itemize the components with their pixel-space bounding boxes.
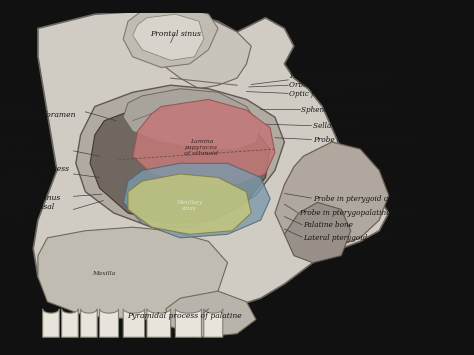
Polygon shape <box>76 85 284 227</box>
Polygon shape <box>284 202 351 263</box>
Polygon shape <box>33 11 389 320</box>
Polygon shape <box>81 309 97 337</box>
Text: Palatine bone: Palatine bone <box>303 222 353 229</box>
Text: Pyramidal process of palatine: Pyramidal process of palatine <box>128 312 242 320</box>
Polygon shape <box>62 309 78 337</box>
Text: Optic foramen: Optic foramen <box>289 90 342 98</box>
Text: Uncinate process
of ethmoid: Uncinate process of ethmoid <box>2 165 69 182</box>
Polygon shape <box>133 99 275 185</box>
Polygon shape <box>147 309 171 337</box>
Polygon shape <box>275 142 389 248</box>
Text: Fossa for
lacrimal sac: Fossa for lacrimal sac <box>2 141 49 158</box>
Polygon shape <box>43 309 59 337</box>
Polygon shape <box>133 14 204 60</box>
Polygon shape <box>123 309 145 337</box>
Text: Posterior ethmoidal foramen: Posterior ethmoidal foramen <box>289 72 395 80</box>
Bar <box>0 342 474 355</box>
Text: Maxillary
sinus: Maxillary sinus <box>176 201 203 211</box>
Text: Lateral pterygoid plate: Lateral pterygoid plate <box>303 234 388 242</box>
Text: Anterior
ethmoidol foramen: Anterior ethmoidol foramen <box>2 102 76 119</box>
Text: Sphenopalatine foramen: Sphenopalatine foramen <box>301 106 391 114</box>
Polygon shape <box>175 309 201 337</box>
Polygon shape <box>123 163 270 238</box>
Polygon shape <box>123 7 218 67</box>
Polygon shape <box>128 174 251 234</box>
Text: Frontal sinus: Frontal sinus <box>150 30 201 38</box>
Text: Openings of
maxillary sinus
Inferior nasal
concha: Openings of maxillary sinus Inferior nas… <box>2 185 61 220</box>
Bar <box>0 0 474 13</box>
Polygon shape <box>123 89 261 149</box>
Text: Probe in pterygoid canal: Probe in pterygoid canal <box>313 195 403 203</box>
Polygon shape <box>90 99 270 224</box>
Text: Maxilla: Maxilla <box>92 271 116 276</box>
Text: Lamina
papyracea
of ethmoid: Lamina papyracea of ethmoid <box>184 139 219 155</box>
Polygon shape <box>166 291 256 337</box>
Text: Sella turcica: Sella turcica <box>313 122 359 130</box>
Polygon shape <box>100 309 118 337</box>
Polygon shape <box>152 18 251 89</box>
Text: Probe in foramen rotundum: Probe in foramen rotundum <box>313 136 415 144</box>
Polygon shape <box>38 227 228 320</box>
Polygon shape <box>204 309 223 337</box>
Text: Orbital process of palatine: Orbital process of palatine <box>289 81 387 89</box>
Text: Probe in pterygopalatine canal: Probe in pterygopalatine canal <box>299 209 412 217</box>
